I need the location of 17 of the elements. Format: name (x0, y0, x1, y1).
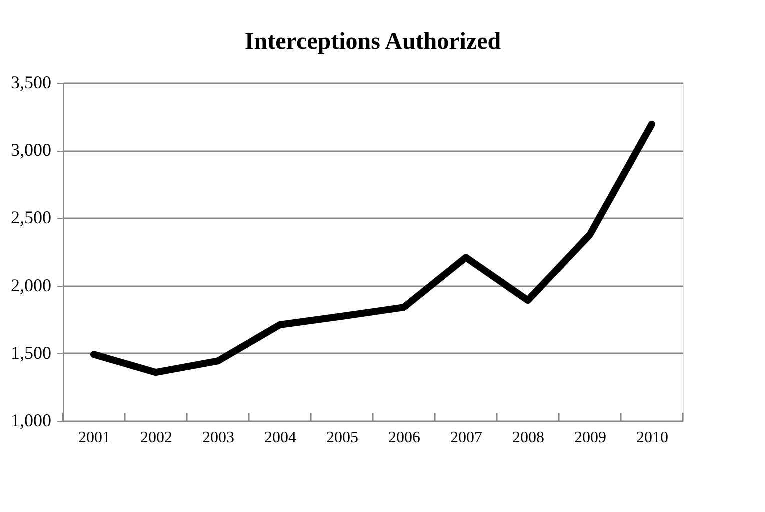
y-tick-label: 1,000 (11, 410, 52, 430)
x-tick-label: 2003 (202, 430, 234, 446)
x-tick-label: 2005 (326, 430, 358, 446)
x-tick-label: 2007 (450, 430, 482, 446)
x-tick-label: 2002 (140, 430, 172, 446)
y-tick-label: 1,500 (11, 342, 52, 363)
y-tick-label: 3,000 (11, 140, 52, 160)
x-tick-label: 2009 (574, 430, 606, 446)
y-tick-label: 2,000 (11, 275, 52, 296)
x-tick-label: 2006 (388, 430, 420, 446)
y-tick-label: 2,500 (11, 208, 52, 228)
x-tick-label: 2001 (78, 430, 110, 446)
x-tick-label: 2010 (636, 430, 668, 446)
x-tick-label: 2004 (264, 430, 296, 446)
x-tick-label: 2008 (512, 430, 544, 446)
chart-title: Interceptions Authorized (244, 29, 502, 55)
y-tick-label: 3,500 (11, 72, 52, 92)
